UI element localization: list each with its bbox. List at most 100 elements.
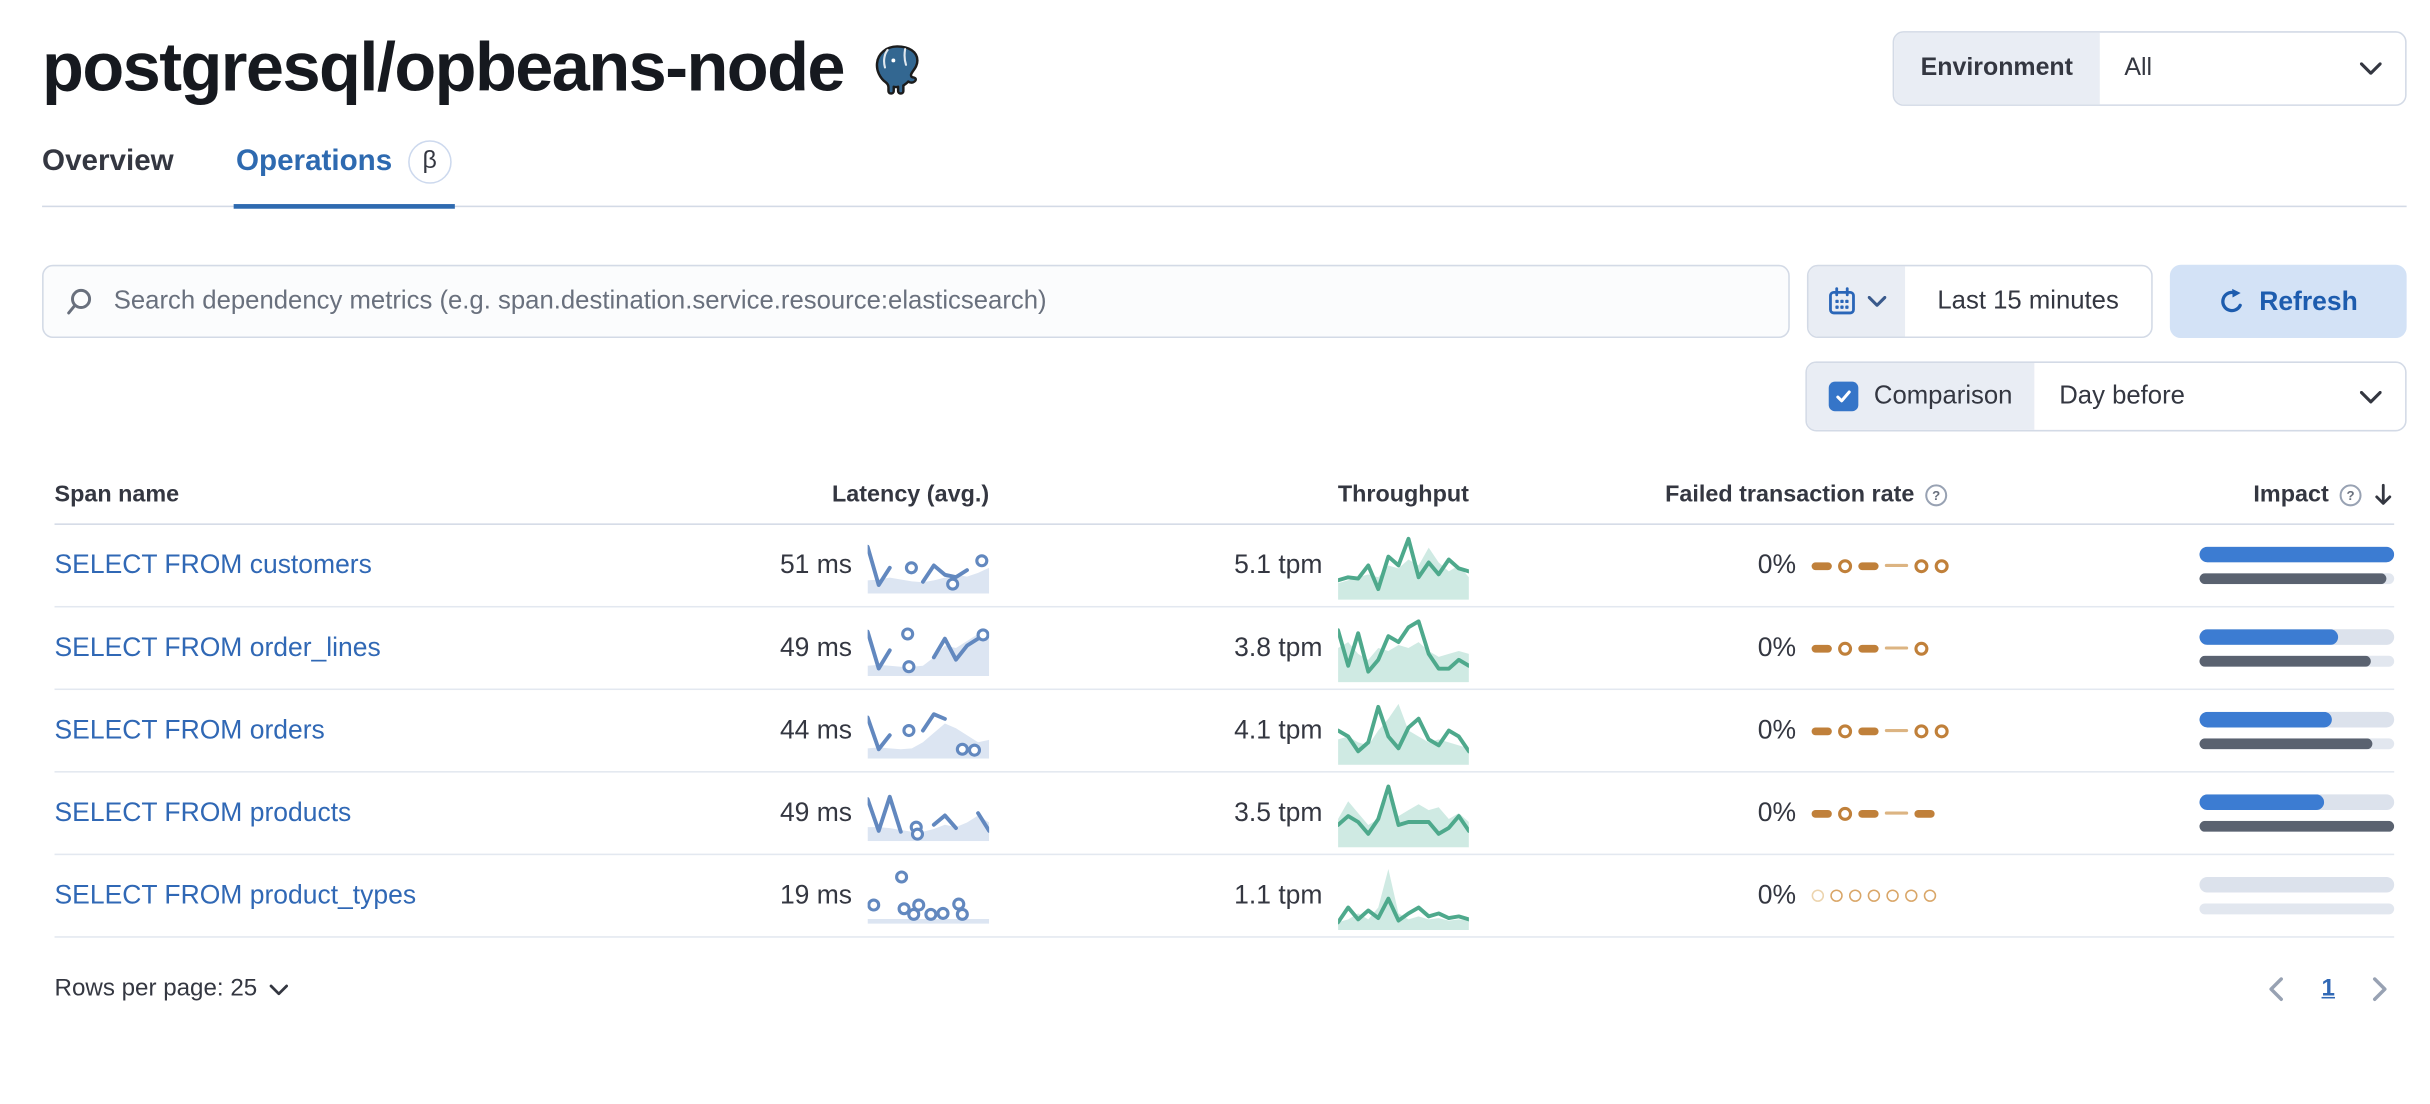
- failed-rate-value: 0%: [1757, 715, 1797, 746]
- throughput-sparkline: [1338, 869, 1469, 931]
- table-row: SELECT FROM order_lines 49 ms 3.8 tpm 0%: [54, 608, 2395, 691]
- latency-value: 49 ms: [779, 798, 853, 828]
- failed-rate-sparkline: [1811, 890, 1949, 903]
- refresh-icon: [2221, 289, 2243, 313]
- comparison-value: Day before: [2059, 382, 2185, 411]
- col-header-impact[interactable]: Impact ?: [1949, 482, 2395, 508]
- throughput-value: 3.5 tpm: [1234, 798, 1323, 828]
- pagination: 1: [2269, 976, 2395, 1004]
- calendar-icon: [1829, 287, 1855, 315]
- impact-bar-current: [2199, 547, 2395, 563]
- chevron-left-icon: [2269, 977, 2284, 1002]
- environment-select[interactable]: Environment All: [1892, 31, 2407, 106]
- refresh-label: Refresh: [2259, 286, 2358, 317]
- chevron-down-icon: [2359, 390, 2382, 404]
- latency-sparkline: [867, 871, 990, 925]
- tab-bar: Overview Operations β: [42, 140, 2407, 209]
- comparison-checkbox[interactable]: [1828, 382, 1859, 412]
- throughput-value: 5.1 tpm: [1234, 550, 1323, 581]
- impact-bar-previous: [2199, 821, 2395, 833]
- impact-bar-previous: [2199, 904, 2395, 915]
- table-row: SELECT FROM products 49 ms 3.5 tpm 0%: [54, 773, 2395, 856]
- span-name-link[interactable]: SELECT FROM order_lines: [54, 633, 381, 663]
- throughput-sparkline: [1338, 785, 1469, 848]
- failed-rate-sparkline: [1811, 724, 1949, 739]
- throughput-sparkline: [1338, 620, 1469, 683]
- span-name-link[interactable]: SELECT FROM products: [54, 798, 352, 828]
- latency-sparkline: [867, 795, 990, 842]
- svg-text:?: ?: [1932, 488, 1940, 503]
- col-header-span-name: Span name: [54, 481, 180, 509]
- previous-page-button[interactable]: [2269, 977, 2285, 1002]
- tab-overview[interactable]: Overview: [42, 145, 174, 179]
- operations-table: Span name Latency (avg.) Throughput Fail…: [54, 481, 2395, 1004]
- throughput-sparkline: [1338, 704, 1469, 766]
- failed-rate-sparkline: [1811, 806, 1949, 821]
- col-header-throughput[interactable]: Throughput: [1337, 481, 1469, 509]
- impact-bar-current: [2199, 795, 2395, 811]
- throughput-value: 4.1 tpm: [1234, 715, 1323, 746]
- col-header-latency[interactable]: Latency (avg.): [832, 481, 990, 509]
- chevron-right-icon: [2372, 977, 2387, 1002]
- impact-bar-previous: [2199, 656, 2395, 668]
- comparison-label: Comparison: [1873, 382, 2013, 411]
- table-row: SELECT FROM customers 51 ms 5.1 tpm 0%: [54, 526, 2395, 609]
- latency-sparkline: [867, 545, 990, 595]
- chevron-down-icon: [1867, 296, 1887, 308]
- failed-rate-sparkline: [1811, 559, 1949, 574]
- latency-sparkline: [867, 712, 990, 760]
- latency-value: 19 ms: [779, 880, 853, 911]
- page-header: postgresql/opbeans-node Environment All: [42, 0, 2407, 107]
- latency-sparkline: [867, 628, 990, 677]
- impact-bar-current: [2199, 877, 2395, 894]
- failed-rate-value: 0%: [1757, 880, 1797, 911]
- page-number-1[interactable]: 1: [2321, 975, 2335, 1003]
- table-row: SELECT FROM product_types 19 ms 1.1 tpm …: [54, 856, 2395, 939]
- date-picker[interactable]: Last 15 minutes: [1806, 265, 2153, 339]
- impact-bar-current: [2199, 629, 2395, 646]
- check-icon: [1836, 391, 1851, 403]
- search-icon: [67, 289, 92, 316]
- question-icon[interactable]: ?: [1924, 483, 1949, 508]
- span-name-link[interactable]: SELECT FROM customers: [54, 550, 372, 581]
- failed-rate-sparkline: [1811, 641, 1949, 656]
- refresh-button[interactable]: Refresh: [2169, 265, 2407, 339]
- throughput-sparkline: [1338, 537, 1469, 601]
- environment-value: All: [2124, 54, 2153, 81]
- throughput-value: 3.8 tpm: [1234, 633, 1323, 663]
- latency-value: 51 ms: [779, 550, 853, 581]
- environment-label: Environment: [1894, 32, 2100, 105]
- time-range-value[interactable]: Last 15 minutes: [1937, 287, 2119, 316]
- latency-value: 44 ms: [779, 715, 853, 746]
- failed-rate-value: 0%: [1757, 633, 1797, 663]
- table-footer: Rows per page: 25 1: [55, 976, 2395, 1004]
- search-input[interactable]: [110, 285, 1767, 319]
- impact-bar-previous: [2199, 738, 2395, 750]
- span-name-link[interactable]: SELECT FROM orders: [54, 715, 325, 746]
- question-icon[interactable]: ?: [2338, 483, 2363, 508]
- sort-desc-arrow-icon: [2375, 484, 2392, 506]
- failed-rate-value: 0%: [1757, 550, 1797, 581]
- next-page-button[interactable]: [2372, 977, 2388, 1002]
- chevron-down-icon: [269, 984, 289, 996]
- throughput-value: 1.1 tpm: [1234, 880, 1323, 911]
- svg-text:?: ?: [2347, 488, 2355, 503]
- impact-bar-current: [2199, 712, 2395, 729]
- table-body: SELECT FROM customers 51 ms 5.1 tpm 0% S…: [54, 526, 2395, 939]
- search-bar[interactable]: [42, 265, 1790, 339]
- page-title: postgresql/opbeans-node: [42, 29, 846, 106]
- beta-badge: β: [407, 140, 452, 185]
- latency-value: 49 ms: [779, 633, 853, 663]
- impact-bar-previous: [2199, 573, 2395, 585]
- tab-operations[interactable]: Operations β: [232, 140, 456, 209]
- comparison-control: Comparison Day before: [1805, 361, 2407, 433]
- failed-rate-value: 0%: [1757, 798, 1797, 828]
- col-header-failed-rate[interactable]: Failed transaction rate ?: [1469, 482, 1949, 508]
- comparison-select[interactable]: Day before: [2034, 364, 2405, 431]
- span-name-link[interactable]: SELECT FROM product_types: [54, 880, 417, 911]
- date-picker-quick-menu[interactable]: [1808, 266, 1906, 338]
- table-header-row: Span name Latency (avg.) Throughput Fail…: [54, 481, 2395, 526]
- rows-per-page-button[interactable]: Rows per page: 25: [55, 976, 289, 1004]
- table-row: SELECT FROM orders 44 ms 4.1 tpm 0%: [54, 691, 2395, 774]
- chevron-down-icon: [2359, 62, 2382, 75]
